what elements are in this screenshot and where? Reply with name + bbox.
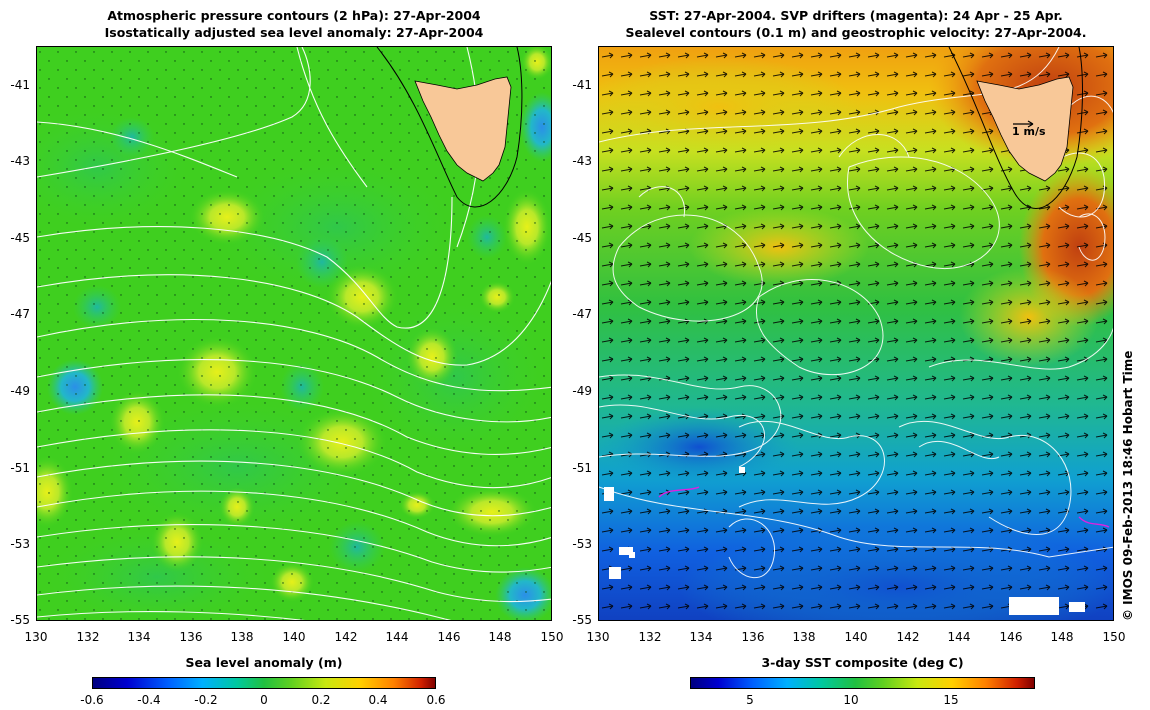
right-title-line1: SST: 27-Apr-2004. SVP drifters (magenta)…: [649, 8, 1063, 23]
lat-label: -45: [572, 231, 592, 245]
sst-colorbar-label: 5: [746, 693, 754, 707]
sst-map[interactable]: [598, 46, 1114, 621]
sla-colorbar-label: 0.6: [426, 693, 446, 707]
sst-colorbar-label: 10: [843, 693, 859, 707]
sla-colorbar-title: Sea level anomaly (m): [185, 655, 343, 670]
lat-label: -41: [572, 78, 592, 92]
sla-colorbar-label: -0.2: [194, 693, 218, 707]
lat-label: -49: [10, 384, 30, 398]
sla-map[interactable]: [36, 46, 552, 621]
velocity-scale-label: 1 m/s: [1012, 125, 1046, 138]
sla-colorbar-label: 0.4: [368, 693, 388, 707]
lon-label: 142: [334, 630, 358, 644]
lon-label: 148: [488, 630, 512, 644]
lon-label: 138: [792, 630, 816, 644]
sla-colorbar-label: 0.2: [311, 693, 331, 707]
lat-label: -45: [10, 231, 30, 245]
left-title-line1: Atmospheric pressure contours (2 hPa): 2…: [107, 8, 481, 23]
lat-label: -53: [572, 537, 592, 551]
sla-colorbar: [92, 677, 436, 689]
lat-label: -47: [10, 307, 30, 321]
sst-colorbar: [690, 677, 1035, 689]
lon-label: 146: [999, 630, 1023, 644]
tasmania-icon: [414, 76, 512, 182]
lat-label: -43: [572, 154, 592, 168]
imos-credit: © IMOS 09-Feb-2013 18:46 Hobart Time: [1121, 350, 1135, 621]
sla-colorbar-label: 0: [260, 693, 268, 707]
lon-label: 150: [1102, 630, 1126, 644]
lat-label: -47: [572, 307, 592, 321]
sst-colorbar-label: 15: [943, 693, 959, 707]
tasmania-icon: [976, 76, 1074, 182]
lon-label: 136: [741, 630, 765, 644]
lon-label: 130: [586, 630, 610, 644]
left-title-line2: Isostatically adjusted sea level anomaly…: [104, 25, 484, 40]
lon-label: 136: [179, 630, 203, 644]
lon-label: 148: [1050, 630, 1074, 644]
lon-label: 132: [638, 630, 662, 644]
sla-colorbar-label: -0.6: [80, 693, 104, 707]
lat-label: -51: [572, 461, 592, 475]
lat-label: -41: [10, 78, 30, 92]
sst-colorbar-title: 3-day SST composite (deg C): [761, 655, 964, 670]
lon-label: 138: [230, 630, 254, 644]
lon-label: 144: [385, 630, 409, 644]
lon-label: 130: [24, 630, 48, 644]
lat-label: -55: [10, 613, 30, 627]
right-title-line2: Sealevel contours (0.1 m) and geostrophi…: [625, 25, 1087, 40]
lon-label: 142: [896, 630, 920, 644]
lat-label: -49: [572, 384, 592, 398]
lat-label: -55: [572, 613, 592, 627]
lon-label: 134: [689, 630, 713, 644]
lon-label: 140: [844, 630, 868, 644]
lat-label: -53: [10, 537, 30, 551]
lon-label: 134: [127, 630, 151, 644]
lon-label: 150: [540, 630, 564, 644]
lon-label: 146: [437, 630, 461, 644]
lat-label: -51: [10, 461, 30, 475]
lon-label: 144: [947, 630, 971, 644]
lat-label: -43: [10, 154, 30, 168]
lon-label: 132: [76, 630, 100, 644]
sla-colorbar-label: -0.4: [137, 693, 161, 707]
lon-label: 140: [282, 630, 306, 644]
velocity-scale-arrow-icon: [1013, 120, 1034, 128]
